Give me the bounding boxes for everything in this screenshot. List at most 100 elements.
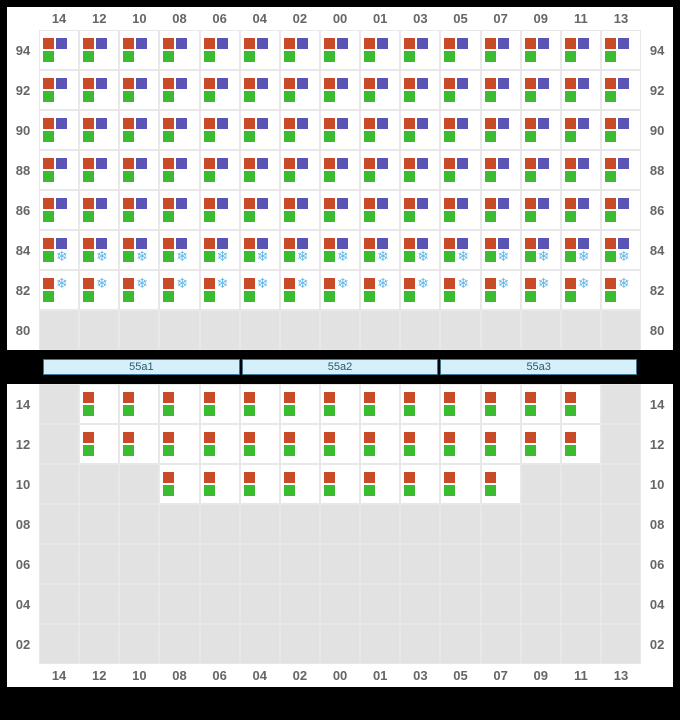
rack-cell[interactable] [400, 110, 440, 150]
rack-cell[interactable] [521, 504, 561, 544]
rack-cell[interactable] [79, 190, 119, 230]
rack-cell[interactable] [481, 624, 521, 664]
rack-cell[interactable]: ❄ [400, 230, 440, 270]
rack-cell[interactable] [119, 544, 159, 584]
rack-cell[interactable] [320, 190, 360, 230]
rack-cell[interactable] [320, 424, 360, 464]
rack-cell[interactable] [481, 310, 521, 350]
rack-cell[interactable] [200, 70, 240, 110]
rack-cell[interactable] [360, 584, 400, 624]
rack-cell[interactable] [521, 30, 561, 70]
rack-cell[interactable] [119, 70, 159, 110]
section-label[interactable]: 55a3 [440, 359, 637, 375]
rack-cell[interactable] [79, 310, 119, 350]
rack-cell[interactable] [39, 584, 79, 624]
rack-cell[interactable] [360, 464, 400, 504]
rack-cell[interactable] [481, 150, 521, 190]
rack-cell[interactable] [159, 424, 199, 464]
rack-cell[interactable] [119, 150, 159, 190]
rack-cell[interactable] [400, 310, 440, 350]
rack-cell[interactable] [561, 504, 601, 544]
rack-cell[interactable] [280, 110, 320, 150]
rack-cell[interactable] [561, 624, 601, 664]
rack-cell[interactable]: ❄ [159, 230, 199, 270]
rack-cell[interactable] [320, 504, 360, 544]
rack-cell[interactable] [79, 544, 119, 584]
rack-cell[interactable] [360, 624, 400, 664]
rack-cell[interactable] [561, 384, 601, 424]
rack-cell[interactable]: ❄ [280, 270, 320, 310]
rack-cell[interactable] [39, 150, 79, 190]
rack-cell[interactable] [79, 110, 119, 150]
rack-cell[interactable] [79, 504, 119, 544]
rack-cell[interactable] [360, 190, 400, 230]
rack-cell[interactable] [360, 424, 400, 464]
rack-cell[interactable] [240, 584, 280, 624]
rack-cell[interactable] [200, 150, 240, 190]
rack-cell[interactable] [159, 70, 199, 110]
rack-cell[interactable] [601, 30, 641, 70]
rack-cell[interactable] [360, 504, 400, 544]
rack-cell[interactable] [79, 624, 119, 664]
rack-cell[interactable]: ❄ [79, 270, 119, 310]
rack-cell[interactable]: ❄ [521, 270, 561, 310]
rack-cell[interactable] [601, 584, 641, 624]
rack-cell[interactable] [440, 384, 480, 424]
rack-cell[interactable] [521, 110, 561, 150]
rack-cell[interactable] [159, 504, 199, 544]
rack-cell[interactable] [159, 464, 199, 504]
rack-cell[interactable] [601, 424, 641, 464]
rack-cell[interactable]: ❄ [561, 270, 601, 310]
rack-cell[interactable] [159, 110, 199, 150]
rack-cell[interactable] [360, 110, 400, 150]
rack-cell[interactable] [440, 310, 480, 350]
rack-cell[interactable] [440, 70, 480, 110]
rack-cell[interactable] [280, 624, 320, 664]
rack-cell[interactable] [240, 504, 280, 544]
rack-cell[interactable] [320, 110, 360, 150]
rack-cell[interactable]: ❄ [39, 270, 79, 310]
rack-cell[interactable] [79, 464, 119, 504]
rack-cell[interactable] [561, 30, 601, 70]
rack-cell[interactable] [79, 584, 119, 624]
rack-cell[interactable] [280, 504, 320, 544]
rack-cell[interactable] [440, 584, 480, 624]
rack-cell[interactable] [240, 464, 280, 504]
rack-cell[interactable] [400, 424, 440, 464]
rack-cell[interactable] [400, 584, 440, 624]
rack-cell[interactable] [440, 424, 480, 464]
rack-cell[interactable] [159, 150, 199, 190]
rack-cell[interactable] [481, 504, 521, 544]
rack-cell[interactable] [39, 424, 79, 464]
rack-cell[interactable] [601, 544, 641, 584]
rack-cell[interactable] [240, 70, 280, 110]
rack-cell[interactable] [79, 424, 119, 464]
rack-cell[interactable] [400, 384, 440, 424]
rack-cell[interactable]: ❄ [200, 270, 240, 310]
rack-cell[interactable] [200, 544, 240, 584]
rack-cell[interactable] [481, 30, 521, 70]
rack-cell[interactable] [440, 544, 480, 584]
rack-cell[interactable] [280, 30, 320, 70]
rack-cell[interactable] [561, 70, 601, 110]
rack-cell[interactable] [119, 624, 159, 664]
rack-cell[interactable] [561, 584, 601, 624]
rack-cell[interactable] [561, 150, 601, 190]
rack-cell[interactable] [521, 150, 561, 190]
rack-cell[interactable]: ❄ [440, 230, 480, 270]
rack-cell[interactable]: ❄ [360, 270, 400, 310]
rack-cell[interactable] [200, 464, 240, 504]
rack-cell[interactable] [320, 70, 360, 110]
rack-cell[interactable] [601, 504, 641, 544]
rack-cell[interactable] [119, 424, 159, 464]
rack-cell[interactable] [481, 584, 521, 624]
rack-cell[interactable] [240, 30, 280, 70]
rack-cell[interactable] [159, 624, 199, 664]
rack-cell[interactable] [360, 30, 400, 70]
rack-cell[interactable] [119, 584, 159, 624]
rack-cell[interactable] [280, 70, 320, 110]
rack-cell[interactable] [481, 190, 521, 230]
rack-cell[interactable]: ❄ [360, 230, 400, 270]
rack-cell[interactable] [561, 310, 601, 350]
rack-cell[interactable]: ❄ [320, 270, 360, 310]
